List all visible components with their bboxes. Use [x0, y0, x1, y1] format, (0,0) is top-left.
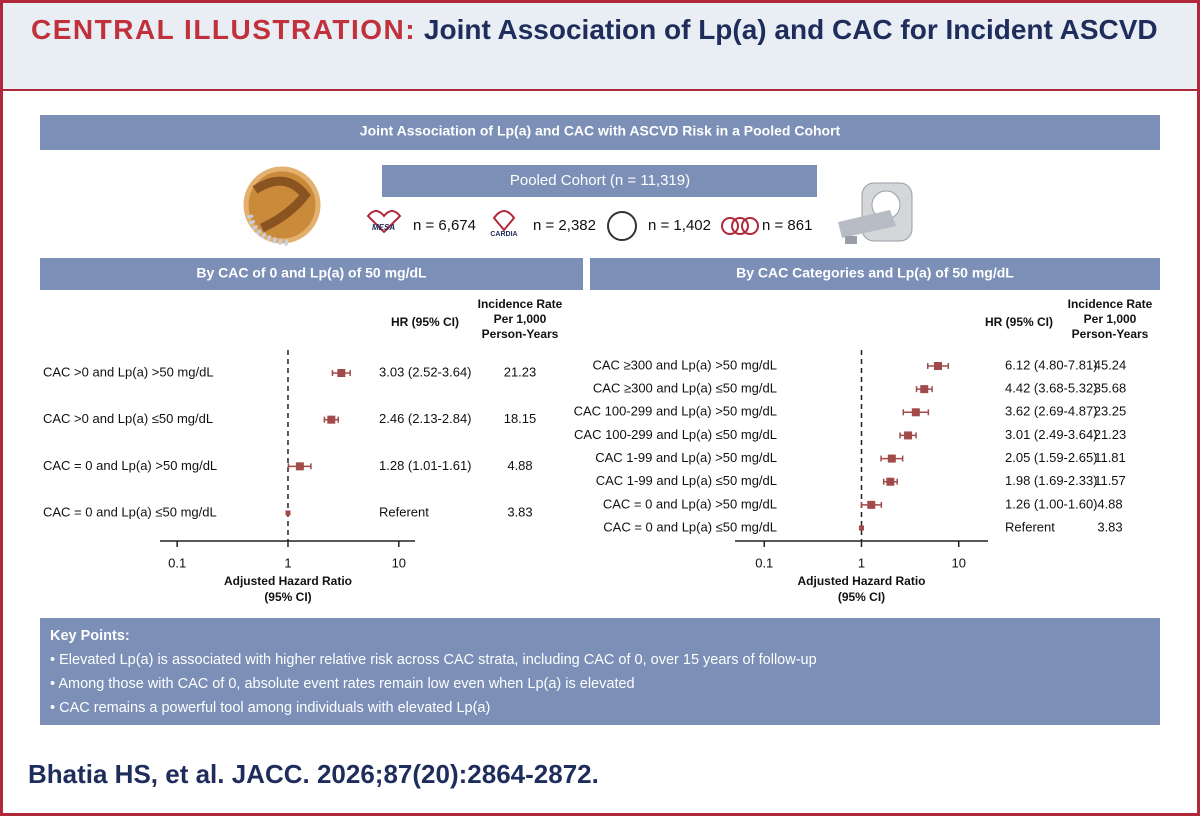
row-label: CAC ≥300 and Lp(a) ≤50 mg/dL — [593, 381, 777, 396]
heinz-logo — [721, 217, 759, 235]
hr-label: 3.03 (2.52-3.64) — [379, 364, 472, 379]
incidence-rate: 11.81 — [1094, 450, 1126, 465]
x-tick-label: 10 — [951, 555, 965, 570]
x-tick-label: 1 — [284, 555, 291, 570]
cohort-bg — [382, 165, 817, 197]
hr-marker — [867, 500, 876, 509]
header-title: CENTRAL ILLUSTRATION: Joint Association … — [31, 13, 1181, 47]
hr-marker — [337, 369, 346, 377]
column-header: Per 1,000 — [494, 312, 547, 326]
hr-label: 1.26 (1.00-1.60) — [1005, 496, 1098, 511]
x-axis-title: Adjusted Hazard Ratio — [224, 574, 352, 588]
title: Joint Association of Lp(a) and CAC for I… — [423, 14, 1158, 45]
incidence-rate: 21.23 — [1094, 427, 1127, 442]
incidence-rate: 35.68 — [1094, 381, 1127, 396]
hr-label: 2.05 (1.59-2.65) — [1005, 450, 1098, 465]
hr-label: 3.62 (2.69-4.87) — [1005, 404, 1098, 419]
hr-label: Referent — [1005, 519, 1055, 534]
mesa-logo — [366, 210, 402, 234]
panel-header-bg — [40, 258, 583, 290]
hr-marker — [887, 454, 896, 463]
cohort-n: n = 861 — [762, 217, 812, 234]
panel-title: By CAC Categories and Lp(a) of 50 mg/dL — [736, 265, 1014, 281]
key-point: CAC remains a powerful tool among indivi… — [50, 696, 1150, 720]
x-tick-label: 0.1 — [168, 555, 186, 570]
key-points-title: Key Points: — [50, 628, 130, 644]
incidence-rate: 4.88 — [1097, 496, 1122, 511]
dallas-logo — [607, 211, 637, 241]
row-label: CAC = 0 and Lp(a) ≤50 mg/dL — [603, 519, 777, 534]
hr-marker — [920, 385, 929, 394]
column-header: Incidence Rate — [1068, 297, 1153, 311]
citation: Bhatia HS, et al. JACC. 2026;87(20):2864… — [28, 759, 599, 789]
x-tick-label: 0.1 — [755, 555, 773, 570]
cohort-n: n = 1,402 — [648, 217, 711, 234]
row-label: CAC 1-99 and Lp(a) >50 mg/dL — [595, 450, 777, 465]
hr-label: Referent — [379, 504, 429, 519]
column-header: Person-Years — [482, 327, 559, 341]
hr-marker — [933, 362, 942, 370]
hr-label: 1.28 (1.01-1.61) — [379, 458, 472, 473]
key-points-list: Elevated Lp(a) is associated with higher… — [50, 648, 1150, 720]
key-points: Key Points: Elevated Lp(a) is associated … — [40, 618, 1160, 725]
cohort-n: n = 6,674 — [413, 217, 476, 234]
row-label: CAC >0 and Lp(a) >50 mg/dL — [43, 364, 214, 379]
row-label: CAC 100-299 and Lp(a) >50 mg/dL — [574, 404, 777, 419]
column-header: HR (95% CI) — [985, 315, 1053, 329]
row-label: CAC 100-299 and Lp(a) ≤50 mg/dL — [574, 427, 777, 442]
column-header: Incidence Rate — [478, 297, 563, 311]
hr-marker — [285, 510, 291, 516]
column-header: Per 1,000 — [1084, 312, 1137, 326]
key-point: Among those with CAC of 0, absolute even… — [50, 672, 1150, 696]
incidence-rate: 3.83 — [507, 504, 532, 519]
column-header: Person-Years — [1072, 327, 1149, 341]
column-header: HR (95% CI) — [391, 315, 459, 329]
x-tick-label: 1 — [858, 555, 865, 570]
hr-marker — [886, 477, 895, 486]
row-label: CAC = 0 and Lp(a) >50 mg/dL — [603, 496, 777, 511]
hr-label: 4.42 (3.68-5.32) — [1005, 381, 1098, 396]
cardia-label: CARDIA — [490, 231, 517, 238]
row-label: CAC = 0 and Lp(a) ≤50 mg/dL — [43, 504, 217, 519]
x-tick-label: 10 — [392, 555, 406, 570]
key-point: Elevated Lp(a) is associated with higher… — [50, 648, 1150, 672]
incidence-rate: 18.15 — [504, 411, 537, 426]
mesa-label: MESA — [372, 223, 395, 232]
hr-label: 3.01 (2.49-3.64) — [1005, 427, 1098, 442]
row-label: CAC 1-99 and Lp(a) ≤50 mg/dL — [596, 473, 777, 488]
hr-marker — [859, 525, 864, 531]
banner: Joint Association of Lp(a) and CAC with … — [360, 123, 841, 139]
panel-header-bg — [590, 258, 1160, 290]
cardia-logo — [492, 210, 516, 232]
pooled-cohort: Pooled Cohort (n = 11,319) — [510, 172, 690, 189]
cohort-n: n = 2,382 — [533, 217, 596, 234]
x-axis-title: (95% CI) — [264, 590, 311, 604]
banner-bg — [40, 115, 1160, 150]
row-label: CAC = 0 and Lp(a) >50 mg/dL — [43, 458, 217, 473]
row-label: CAC >0 and Lp(a) ≤50 mg/dL — [43, 411, 213, 426]
incidence-rate: 11.57 — [1094, 473, 1126, 488]
x-axis-title: Adjusted Hazard Ratio — [797, 574, 925, 588]
panel-title: By CAC of 0 and Lp(a) of 50 mg/dL — [196, 265, 427, 281]
hr-marker — [904, 431, 913, 440]
header: CENTRAL ILLUSTRATION: Joint Association … — [3, 3, 1197, 91]
hr-label: 6.12 (4.80-7.81) — [1005, 357, 1098, 372]
incidence-rate: 3.83 — [1097, 519, 1122, 534]
title-label: CENTRAL ILLUSTRATION: — [31, 14, 417, 45]
incidence-rate: 23.25 — [1094, 404, 1127, 419]
hr-label: 2.46 (2.13-2.84) — [379, 411, 472, 426]
hr-marker — [327, 415, 336, 424]
ct-scanner-icon — [838, 182, 913, 244]
row-label: CAC ≥300 and Lp(a) >50 mg/dL — [592, 357, 777, 372]
lipoprotein-icon — [243, 166, 321, 246]
incidence-rate: 4.88 — [507, 458, 532, 473]
incidence-rate: 21.23 — [504, 364, 537, 379]
x-axis-title: (95% CI) — [838, 590, 885, 604]
hr-marker — [295, 462, 304, 471]
hr-marker — [911, 408, 920, 417]
incidence-rate: 45.24 — [1094, 357, 1127, 372]
hr-label: 1.98 (1.69-2.33) — [1005, 473, 1098, 488]
